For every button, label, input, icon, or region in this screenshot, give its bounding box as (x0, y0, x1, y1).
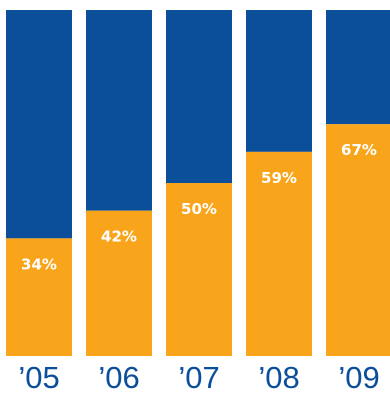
bar-value-segment (166, 183, 232, 356)
bars-group (6, 10, 390, 357)
bar-value-segment (6, 238, 72, 356)
value-label: 67% (341, 141, 377, 159)
category-label: ’05 (18, 360, 59, 395)
bar-top-segment (326, 10, 390, 125)
bar-value-segment (326, 124, 390, 357)
bar-top-segment (166, 10, 232, 183)
year-labels-group: ’05 ’06 ’07 ’08 ’09 (18, 360, 379, 395)
bar-top-segment (6, 10, 72, 239)
category-label: ’07 (178, 360, 219, 395)
bar-value-segment (246, 151, 312, 356)
category-label: ’09 (338, 360, 379, 395)
bar-top-segment (246, 10, 312, 152)
bar-value-segment (86, 210, 152, 356)
value-label: 59% (261, 169, 297, 187)
category-label: ’06 (98, 360, 139, 395)
value-label: 34% (21, 255, 57, 273)
category-label: ’08 (258, 360, 299, 395)
bar-top-segment (86, 10, 152, 211)
value-label: 50% (181, 200, 217, 218)
value-label: 42% (101, 228, 137, 246)
value-labels-group: 34% 42% 50% 59% 67% (21, 141, 377, 273)
